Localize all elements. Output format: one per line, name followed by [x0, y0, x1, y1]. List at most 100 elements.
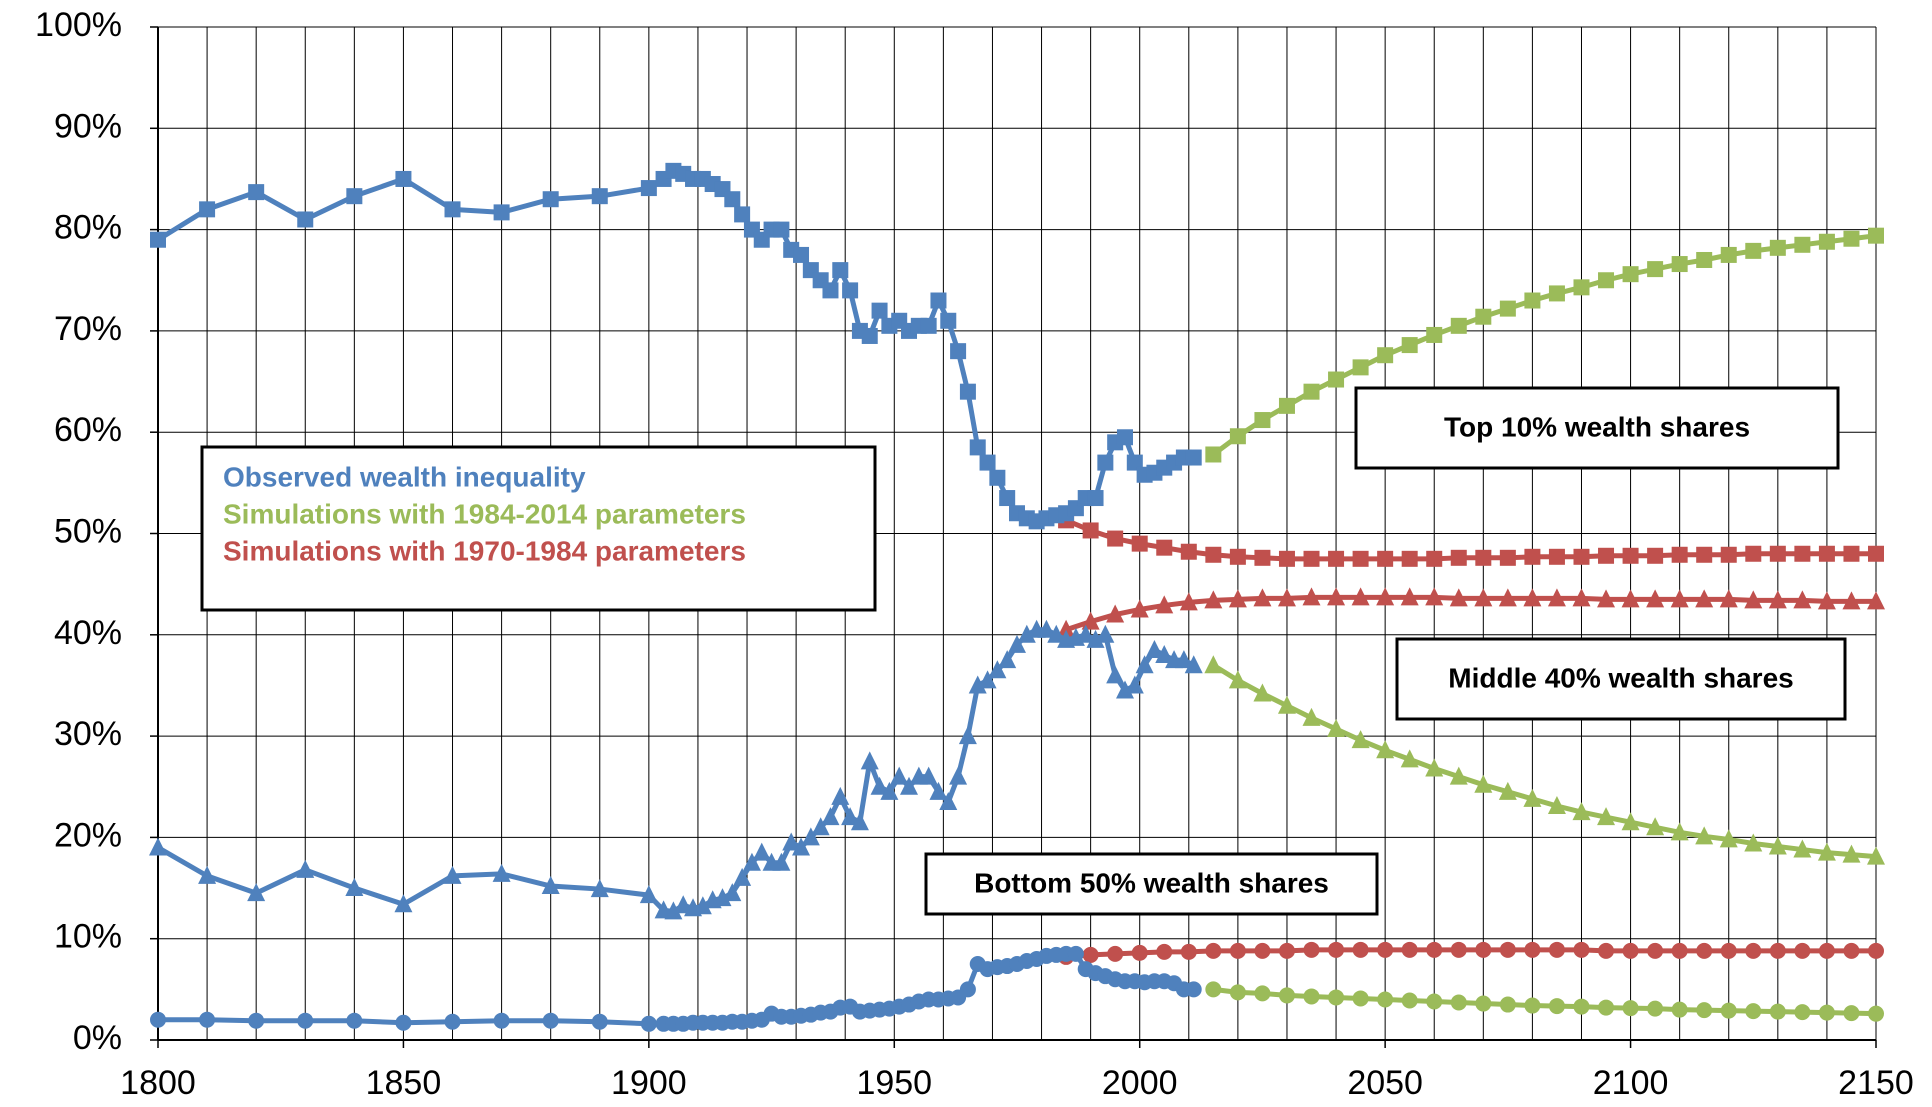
marker-triangle [1017, 624, 1036, 643]
annotation-box [1395, 637, 1847, 721]
marker-triangle [1867, 846, 1885, 865]
marker-triangle [988, 660, 1007, 679]
marker-triangle [1081, 611, 1100, 630]
marker-circle [1622, 942, 1639, 959]
marker-square [150, 231, 166, 248]
marker-square [940, 312, 957, 329]
marker-square [1450, 549, 1467, 566]
marker-circle [1401, 941, 1418, 958]
marker-triangle [590, 879, 609, 898]
marker-circle [1401, 992, 1418, 1009]
plot-area [149, 162, 1885, 1032]
marker-square [950, 343, 967, 360]
marker-circle [199, 1011, 216, 1028]
marker-circle [1499, 941, 1516, 958]
marker-square [724, 191, 741, 208]
marker-triangle [693, 896, 712, 915]
marker-square [1769, 239, 1786, 256]
marker-triangle [1425, 758, 1444, 777]
marker-circle [1107, 945, 1124, 962]
marker-triangle [1351, 587, 1370, 606]
marker-circle [1794, 942, 1811, 959]
marker-circle [1573, 998, 1590, 1015]
marker-triangle [1719, 829, 1738, 848]
marker-square [871, 302, 888, 319]
marker-square [734, 206, 751, 223]
marker-circle [1254, 985, 1271, 1002]
marker-triangle [752, 842, 771, 861]
marker-triangle [929, 781, 948, 800]
marker-triangle [1155, 645, 1174, 664]
legend-label: Simulations with 1984-2014 parameters [223, 498, 746, 529]
marker-square [1401, 550, 1418, 567]
marker-triangle [1817, 591, 1836, 610]
y-tick-label: 50% [54, 512, 122, 550]
marker-circle [1769, 1003, 1786, 1020]
x-tick-label: 2050 [1347, 1064, 1423, 1102]
marker-triangle [1253, 588, 1272, 607]
marker-circle [1598, 942, 1615, 959]
marker-square [1573, 548, 1590, 565]
marker-circle [1229, 984, 1246, 1001]
marker-circle [1745, 1003, 1762, 1020]
marker-triangle [1744, 833, 1763, 852]
marker-circle [1278, 987, 1295, 1004]
marker-triangle [1572, 802, 1591, 821]
marker-triangle [296, 859, 315, 878]
marker-square [1843, 230, 1860, 247]
marker-triangle [1695, 589, 1714, 608]
marker-triangle [1228, 670, 1247, 689]
marker-triangle [1597, 807, 1616, 826]
marker-square [1229, 428, 1246, 445]
marker-triangle [1449, 588, 1468, 607]
series-line [1065, 594, 1876, 633]
marker-square [1254, 549, 1271, 566]
marker-square [444, 201, 461, 218]
marker-square [640, 180, 657, 197]
marker-square [1087, 490, 1104, 507]
marker-triangle [998, 650, 1017, 669]
marker-triangle [247, 883, 266, 902]
y-tick-label: 60% [54, 411, 122, 449]
marker-circle [493, 1012, 510, 1029]
marker-triangle [841, 807, 860, 826]
marker-square [1499, 300, 1516, 317]
x-tick-label: 2150 [1838, 1064, 1914, 1102]
marker-triangle [1817, 842, 1836, 861]
marker-circle [1671, 1001, 1688, 1018]
marker-circle [1377, 941, 1394, 958]
marker-circle [1131, 944, 1148, 961]
annotation: Top 10% wealth shares [1444, 411, 1750, 442]
marker-triangle [723, 883, 742, 902]
marker-circle [1303, 988, 1320, 1005]
marker-triangle [1646, 817, 1665, 836]
marker-triangle [792, 837, 811, 856]
marker-triangle [1076, 624, 1095, 643]
marker-triangle [1145, 639, 1164, 658]
marker-triangle [1547, 795, 1566, 814]
marker-circle [1426, 993, 1443, 1010]
annotation-box [1354, 386, 1840, 470]
marker-triangle [1057, 619, 1076, 638]
marker-triangle [1155, 595, 1174, 614]
marker-triangle [345, 878, 364, 897]
marker-circle [1303, 941, 1320, 958]
marker-triangle [900, 776, 919, 795]
marker-square [1548, 285, 1565, 302]
marker-square [1818, 233, 1835, 250]
marker-square [930, 292, 947, 309]
x-tick-label: 1850 [366, 1064, 442, 1102]
marker-triangle [782, 832, 801, 851]
marker-circle [1573, 941, 1590, 958]
marker-triangle [1400, 749, 1419, 768]
marker-triangle [949, 766, 968, 785]
y-tick-label: 100% [35, 6, 122, 44]
marker-triangle [1376, 587, 1395, 606]
marker-triangle [1228, 589, 1247, 608]
marker-triangle [968, 675, 987, 694]
marker-circle [1720, 942, 1737, 959]
marker-square [248, 184, 265, 201]
marker-circle [1450, 941, 1467, 958]
marker-triangle [1184, 655, 1203, 674]
marker-triangle [1179, 592, 1198, 611]
